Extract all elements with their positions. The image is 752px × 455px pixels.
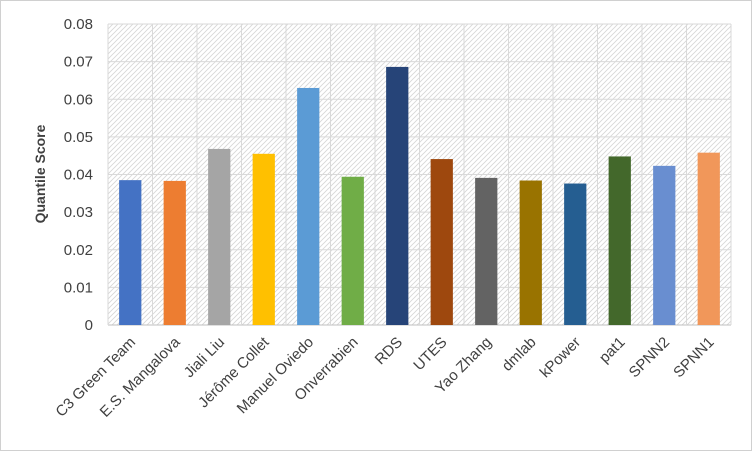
bar [163, 180, 186, 325]
y-tick-label: 0.04 [64, 167, 93, 184]
x-tick-label: dmlab [499, 334, 540, 375]
bar [208, 148, 231, 325]
bar [252, 153, 275, 325]
bar [297, 87, 320, 326]
y-tick-label: 0.05 [64, 129, 93, 146]
x-tick-label: SPNN1 [670, 334, 717, 381]
y-tick-label: 0.02 [64, 242, 93, 259]
bar [341, 176, 364, 325]
y-tick-labels: 0 0.01 0.02 0.03 0.04 0.05 0.06 0.07 0.08 [64, 16, 93, 334]
bar [386, 66, 409, 325]
bar [519, 180, 542, 325]
x-tick-label: kPower [537, 334, 584, 381]
bar [430, 159, 453, 325]
x-tick-label: RDS [372, 334, 406, 368]
x-tick-label: C3 Green Team [52, 334, 139, 421]
y-axis-label: Quantile Score [32, 124, 48, 223]
x-tick-label: pat1 [596, 334, 629, 367]
bar [119, 180, 142, 325]
bar [653, 165, 676, 325]
bar [475, 177, 498, 325]
x-tick-label: SPNN2 [626, 334, 673, 381]
x-tick-label: Manuel Oviedo [234, 334, 317, 417]
y-tick-label: 0.03 [64, 204, 93, 221]
y-tick-label: 0.07 [64, 54, 93, 71]
x-tick-label: E.S. Mangalova [97, 333, 184, 420]
y-tick-label: 0.06 [64, 91, 93, 108]
y-tick-label: 0.01 [64, 279, 93, 296]
bar [608, 156, 631, 325]
bars [119, 66, 720, 326]
y-tick-label: 0.08 [64, 16, 93, 33]
x-tick-label: UTES [410, 334, 450, 374]
y-tick-label: 0 [85, 317, 93, 334]
bar [697, 152, 720, 325]
bar [564, 183, 587, 325]
